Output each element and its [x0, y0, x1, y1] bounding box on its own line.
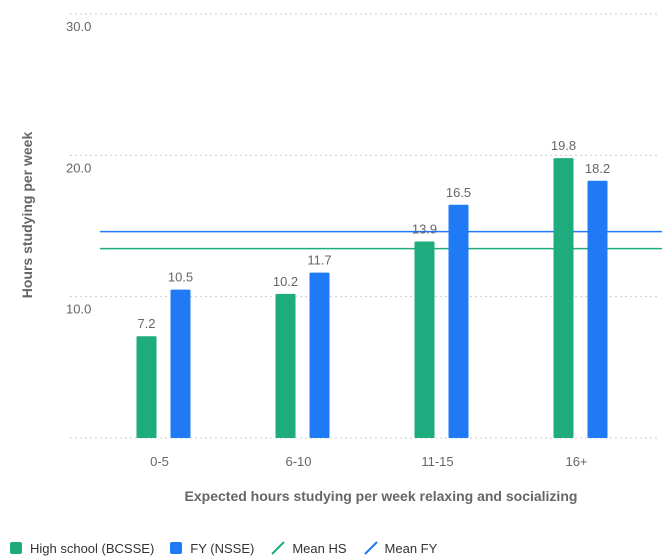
data-label-hs-1: 10.2	[273, 274, 298, 289]
x-tick-label-1: 6-10	[285, 454, 311, 469]
bar-hs-3	[553, 158, 574, 438]
x-axis-title: Expected hours studying per week relaxin…	[185, 488, 578, 504]
bar-fy-3	[587, 180, 608, 439]
legend-item-mean-fy[interactable]: Mean FY	[363, 540, 438, 556]
y-tick-labels: 10.0 20.0 30.0	[66, 19, 91, 317]
data-label-fy-0: 10.5	[168, 270, 193, 285]
x-tick-labels: 0-5 6-10 11-15 16+	[150, 454, 587, 469]
bar-hs-2	[414, 241, 435, 438]
data-label-fy-3: 18.2	[585, 161, 610, 176]
legend-label-mean-hs: Mean HS	[292, 540, 347, 556]
legend-label-high-school: High school (BCSSE)	[30, 540, 155, 556]
legend-label-fy: FY (NSSE)	[190, 540, 255, 556]
y-tick-label-0: 10.0	[66, 302, 91, 317]
legend-item-mean-hs[interactable]: Mean HS	[270, 540, 347, 556]
data-label-fy-2: 16.5	[446, 185, 471, 200]
chart: 10.0 20.0 30.0 7.2 10.5 10.2 11.7 13.9 16.5 19.8…	[19, 13, 662, 504]
legend-label-mean-fy: Mean FY	[384, 540, 438, 556]
legend-swatch-high-school	[10, 542, 22, 554]
y-axis-title: Hours studying per week	[19, 132, 35, 299]
data-label-hs-0: 7.2	[137, 316, 155, 331]
bar-hs-1	[275, 293, 296, 438]
legend-item-fy[interactable]: FY (NSSE)	[170, 541, 254, 556]
bar-fy-2	[448, 204, 469, 438]
x-tick-label-3: 16+	[565, 454, 587, 469]
line-swatch-mean-fy-icon	[363, 541, 378, 555]
line-swatch-mean-hs-icon	[271, 541, 286, 555]
data-label-fy-1: 11.7	[307, 253, 331, 268]
bar-hs-0	[136, 336, 157, 438]
data-label-hs-2: 13.9	[412, 222, 437, 237]
legend: High school (BCSSE) FY (NSSE) Mean HS Me…	[10, 539, 453, 557]
bars	[136, 158, 608, 439]
bar-fy-0	[170, 289, 191, 438]
bar-fy-1	[309, 272, 330, 438]
x-tick-label-2: 11-15	[421, 454, 453, 469]
y-tick-label-1: 20.0	[66, 160, 91, 175]
legend-swatch-fy	[170, 542, 183, 554]
x-tick-label-0: 0-5	[150, 454, 169, 469]
legend-item-high-school[interactable]: High school (BCSSE)	[10, 541, 154, 556]
data-labels: 7.2 10.5 10.2 11.7 13.9 16.5 19.8 18.2	[137, 138, 610, 331]
data-label-hs-3: 19.8	[551, 138, 576, 153]
reference-lines	[100, 230, 662, 250]
y-tick-label-2: 30.0	[66, 19, 91, 34]
